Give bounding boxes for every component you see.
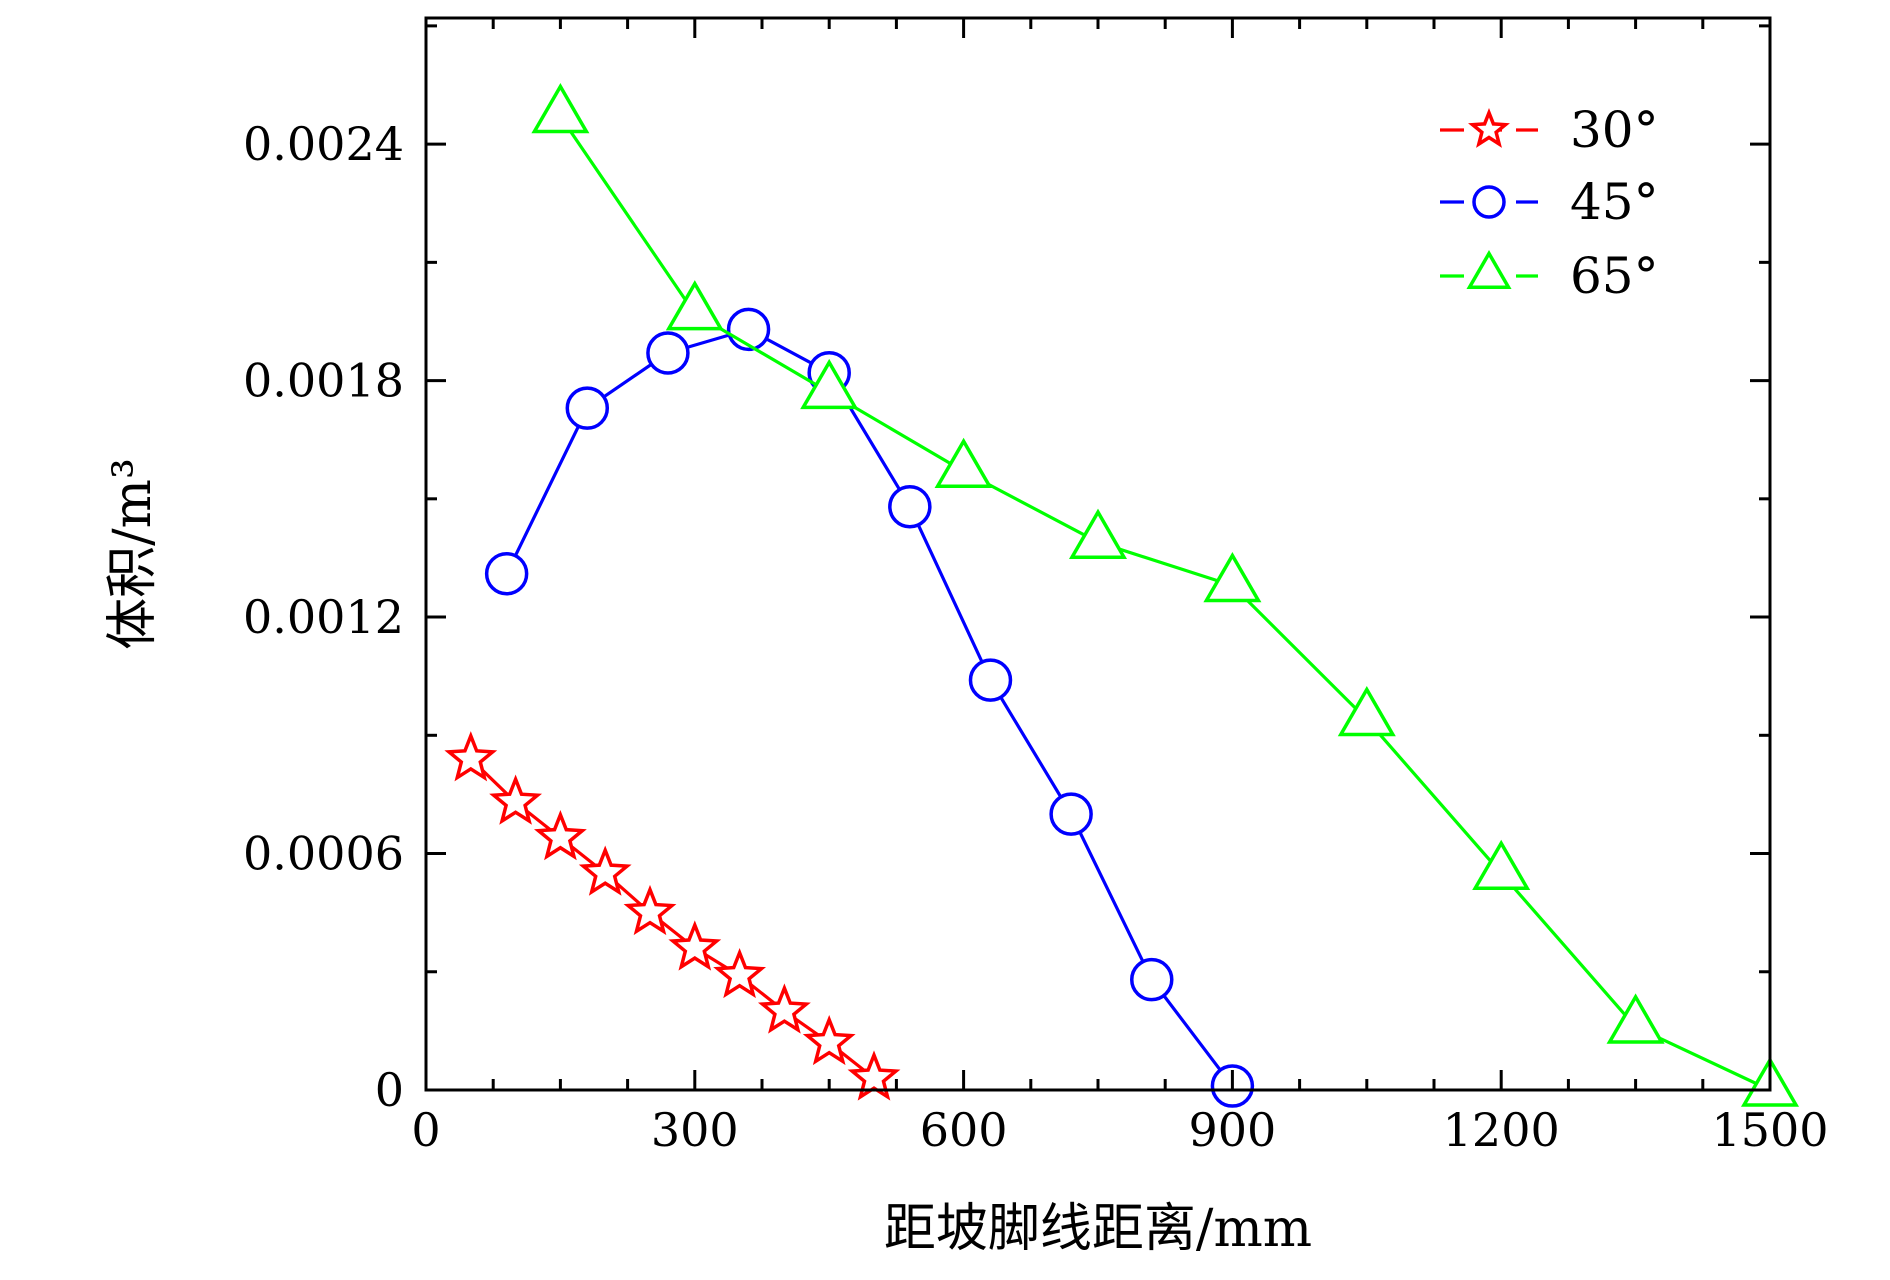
data-point <box>444 731 498 782</box>
data-point <box>934 437 993 488</box>
y-tick-label: 0.0006 <box>243 827 404 881</box>
x-tick-label: 0 <box>411 1103 440 1157</box>
data-point <box>713 947 767 999</box>
legend: 30° 45° 65° <box>1440 101 1659 305</box>
legend-item-2: 45° <box>1440 173 1659 231</box>
data-point <box>565 386 610 430</box>
data-point <box>888 484 932 529</box>
series-line <box>469 757 875 1080</box>
y-tick-label: 0 <box>375 1063 404 1117</box>
data-point <box>1337 686 1396 737</box>
legend-item-1: 30° <box>1440 101 1659 159</box>
legend-marker <box>1472 185 1506 219</box>
y-tick-label: 0.0012 <box>243 590 404 644</box>
x-tick-label: 1500 <box>1711 1103 1828 1157</box>
data-point <box>1049 792 1093 836</box>
x-tick-label: 600 <box>920 1103 1008 1157</box>
x-axis-title: 距坡脚线距离/mm <box>884 1199 1312 1259</box>
data-point <box>623 884 677 936</box>
data-point <box>484 551 529 596</box>
legend-label: 30° <box>1570 101 1659 159</box>
x-tick-label: 300 <box>651 1103 739 1157</box>
y-tick-label: 0.0018 <box>243 354 404 408</box>
data-point <box>1203 552 1262 603</box>
data-point <box>665 280 724 331</box>
legend-label: 45° <box>1570 173 1659 231</box>
x-tick-label: 900 <box>1188 1103 1276 1157</box>
data-point <box>1472 839 1531 890</box>
data-point <box>668 920 722 971</box>
data-point <box>646 331 690 375</box>
legend-marker <box>1466 249 1512 290</box>
series-3 <box>531 83 1800 1107</box>
x-tick-label: 1200 <box>1443 1103 1560 1157</box>
legend-label: 65° <box>1570 247 1659 305</box>
data-point <box>1606 993 1665 1044</box>
data-point <box>531 83 590 134</box>
data-point <box>1068 508 1128 559</box>
series-1 <box>444 731 901 1101</box>
data-point <box>1130 957 1174 1002</box>
series-layer <box>444 83 1800 1108</box>
data-point <box>578 845 632 896</box>
data-point <box>847 1050 901 1101</box>
data-point <box>802 1014 856 1066</box>
series-line <box>559 115 1771 1092</box>
y-axis-title: 体积/m³ <box>103 458 163 650</box>
data-point <box>489 774 543 825</box>
data-point <box>968 658 1013 702</box>
data-point <box>800 358 859 410</box>
series-2 <box>484 307 1255 1108</box>
legend-item-3: 65° <box>1440 247 1659 305</box>
data-point <box>533 809 587 861</box>
legend-marker <box>1468 107 1510 148</box>
data-point <box>757 983 811 1034</box>
axes-layer: 0 300 600 900 1200 1500 0 0.0006 0.0012 0.0018 0.0… <box>103 16 1829 1259</box>
y-tick-label: 0.0024 <box>243 117 404 171</box>
series-line <box>505 327 1234 1088</box>
